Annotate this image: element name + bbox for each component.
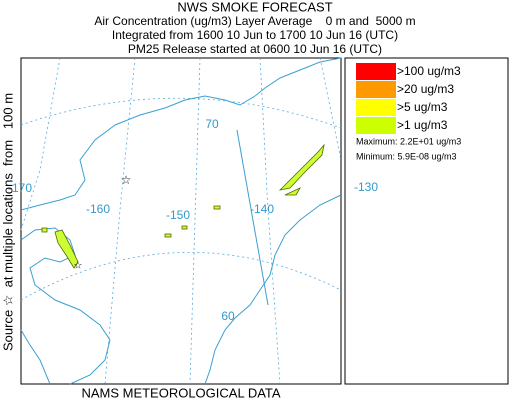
smoke-plume — [54, 229, 79, 269]
map-label: 70 — [205, 117, 219, 131]
smoke-plume — [278, 143, 325, 191]
graticule — [20, 57, 61, 231]
map-label: -130 — [354, 180, 378, 194]
graticule — [20, 97, 342, 129]
legend-label: >100 ug/m3 — [397, 64, 461, 78]
subtitle: Air Concentration (ug/m3) Layer Average … — [94, 14, 415, 28]
map-label: -170 — [8, 181, 32, 195]
map-frame — [20, 57, 342, 385]
smoke-plume — [41, 227, 48, 233]
coastline — [204, 194, 342, 385]
legend-frame — [344, 57, 509, 385]
source-label: Source ☆ at multiple locations from 100 … — [0, 93, 15, 351]
legend-swatch — [356, 81, 396, 98]
footer: NAMS METEOROLOGICAL DATA — [81, 385, 280, 400]
smoke-plume — [213, 205, 221, 210]
subtitle: PM25 Release started at 0600 10 Jun 16 (… — [128, 42, 382, 56]
legend-label: >1 ug/m3 — [397, 118, 448, 132]
legend-minimum: Minimum: 5.9E-08 ug/m3 — [356, 151, 457, 161]
coastline — [20, 329, 51, 385]
legend-swatch — [356, 99, 396, 116]
graticule — [104, 57, 136, 385]
smoke-plume — [284, 187, 301, 196]
legend: >100 ug/m3 >20 ug/m3 >5 ug/m3 >1 ug/m3 — [356, 63, 461, 134]
map-labels: 70 -170 -160 -150 -140 -130 60 — [8, 117, 378, 323]
map-label: -150 — [166, 208, 190, 222]
map-label: 60 — [221, 309, 235, 323]
subtitle: Integrated from 1600 10 Jun to 1700 10 J… — [112, 28, 398, 42]
graticule — [20, 251, 342, 301]
coastline — [20, 57, 342, 211]
legend-maximum: Maximum: 2.2E+01 ug/m3 — [356, 136, 461, 146]
legend-label: >20 ug/m3 — [397, 82, 454, 96]
graticule — [259, 57, 281, 385]
title: NWS SMOKE FORECAST — [177, 0, 332, 14]
source-star: ☆ — [121, 173, 132, 187]
border — [236, 129, 269, 306]
legend-swatch — [356, 117, 396, 134]
smoke-plume — [181, 225, 188, 230]
legend-swatch — [356, 63, 396, 80]
graticule — [319, 57, 342, 161]
smoke-plume — [164, 233, 172, 238]
source-star: ☆ — [74, 261, 83, 272]
map-label: -160 — [86, 202, 110, 216]
graticule — [189, 57, 201, 385]
smoke-plumes — [41, 143, 325, 269]
legend-label: >5 ug/m3 — [397, 100, 448, 114]
map-label: -140 — [250, 202, 274, 216]
